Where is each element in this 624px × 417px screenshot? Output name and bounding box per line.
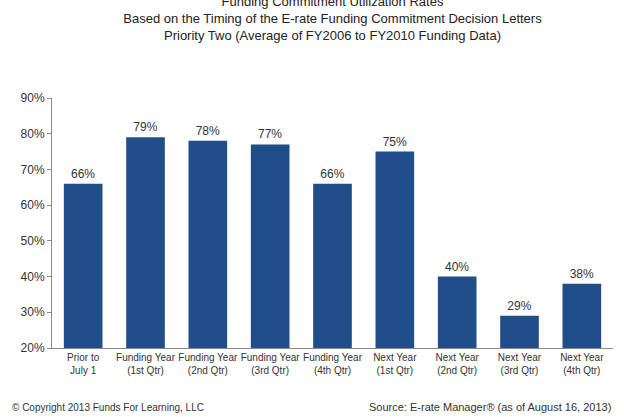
svg-text:40%: 40%: [21, 270, 45, 284]
svg-text:Funding Year(4th Qtr): Funding Year(4th Qtr): [303, 352, 363, 376]
svg-text:Funding Year(2nd Qtr): Funding Year(2nd Qtr): [178, 352, 238, 376]
svg-text:79%: 79%: [133, 120, 157, 134]
svg-text:78%: 78%: [196, 124, 220, 138]
svg-text:Source: E-rate Manager® (as of: Source: E-rate Manager® (as of August 16…: [369, 401, 611, 413]
svg-text:75%: 75%: [383, 135, 407, 149]
svg-text:Next Year(4th Qtr): Next Year(4th Qtr): [560, 352, 604, 376]
svg-text:Next Year(3rd Qtr): Next Year(3rd Qtr): [498, 352, 542, 376]
svg-text:Funding Commitment Utilization: Funding Commitment Utilization RatesBase…: [123, 0, 542, 43]
svg-text:© Copyright 2013 Funds For Lea: © Copyright 2013 Funds For Learning, LLC: [12, 402, 204, 413]
svg-text:Funding Year(3rd Qtr): Funding Year(3rd Qtr): [241, 352, 301, 376]
svg-text:66%: 66%: [71, 167, 95, 181]
svg-text:20%: 20%: [21, 341, 45, 355]
svg-text:90%: 90%: [21, 91, 45, 105]
svg-text:77%: 77%: [258, 127, 282, 141]
svg-text:40%: 40%: [445, 260, 469, 274]
svg-text:Next Year(1st Qtr): Next Year(1st Qtr): [373, 352, 417, 376]
svg-text:66%: 66%: [320, 167, 344, 181]
svg-text:60%: 60%: [21, 198, 45, 212]
svg-text:30%: 30%: [21, 305, 45, 319]
svg-text:Funding Year(1st Qtr): Funding Year(1st Qtr): [116, 352, 176, 376]
svg-text:Next Year(2nd Qtr): Next Year(2nd Qtr): [435, 352, 479, 376]
svg-text:29%: 29%: [507, 299, 531, 313]
svg-text:80%: 80%: [21, 127, 45, 141]
svg-text:70%: 70%: [21, 163, 45, 177]
svg-text:50%: 50%: [21, 234, 45, 248]
svg-text:38%: 38%: [570, 267, 594, 281]
svg-text:Prior toJuly 1: Prior toJuly 1: [67, 352, 100, 376]
